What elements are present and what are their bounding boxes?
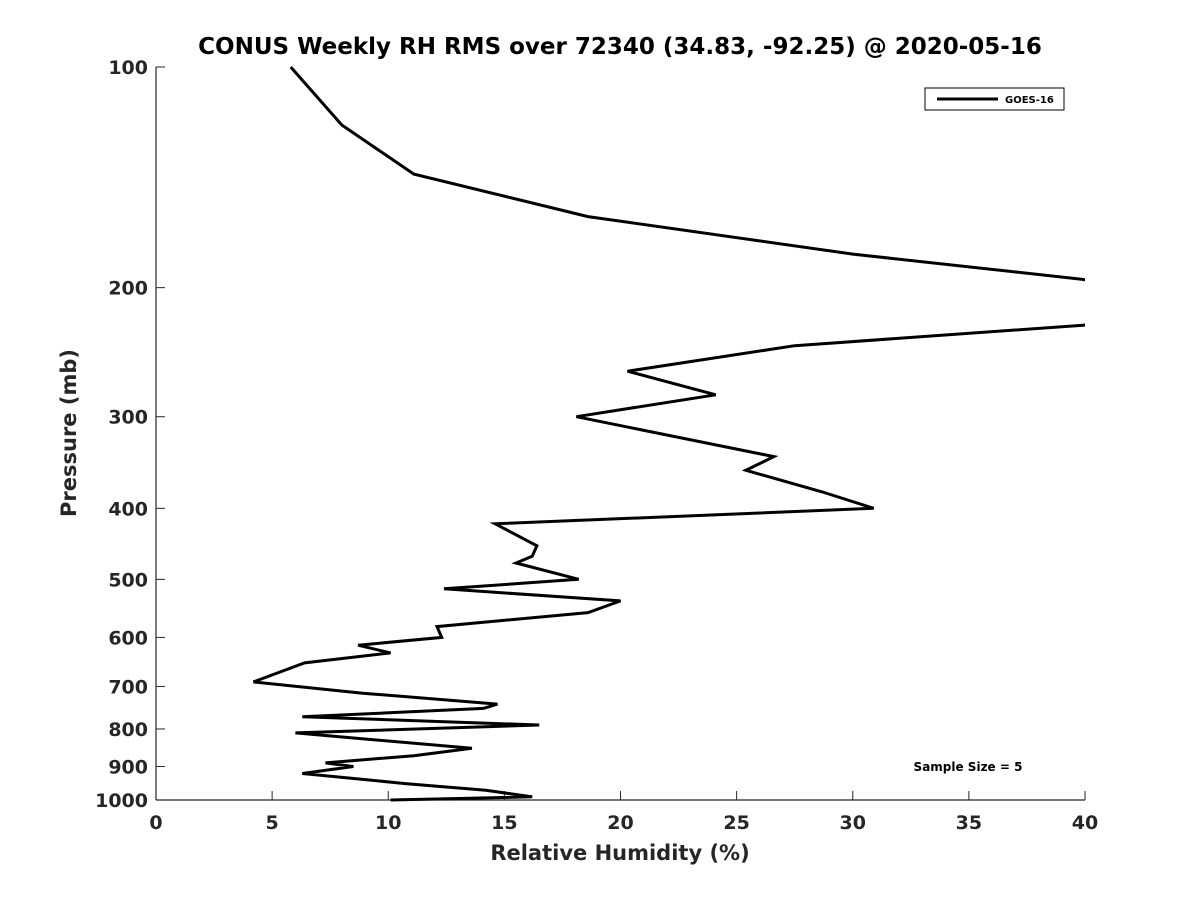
legend: GOES-16 xyxy=(924,87,1065,111)
x-tick-label: 35 xyxy=(956,812,982,834)
x-tick-label: 25 xyxy=(723,812,749,834)
y-tick-label: 900 xyxy=(108,756,148,778)
x-tick-label: 40 xyxy=(1072,812,1098,834)
y-tick-label: 100 xyxy=(108,57,148,79)
sample-size-annotation: Sample Size = 5 xyxy=(914,760,1023,774)
y-tick-label: 200 xyxy=(108,278,148,300)
y-tick-label: 1000 xyxy=(95,790,148,812)
x-tick-label: 20 xyxy=(607,812,633,834)
x-tick-label: 15 xyxy=(491,812,517,834)
y-tick-label: 400 xyxy=(108,498,148,520)
x-axis-label: Relative Humidity (%) xyxy=(490,841,749,865)
y-tick-label: 500 xyxy=(108,569,148,591)
x-tick-label: 0 xyxy=(149,812,162,834)
series-group xyxy=(252,66,1085,802)
y-ticks: 100 200 300 400 500 600 700 800 900 1000 xyxy=(95,57,165,812)
x-tick-label: 5 xyxy=(266,812,279,834)
x-tick-label: 10 xyxy=(375,812,401,834)
y-tick-label: 300 xyxy=(108,407,148,429)
y-tick-label: 600 xyxy=(108,627,148,649)
x-ticks: 0 5 10 15 20 25 30 35 40 xyxy=(149,791,1098,834)
x-tick-label: 30 xyxy=(840,812,866,834)
plot-area xyxy=(156,67,1085,800)
chart-title: CONUS Weekly RH RMS over 72340 (34.83, -… xyxy=(198,34,1042,60)
y-tick-label: 700 xyxy=(108,676,148,698)
series-line-goes-16 xyxy=(252,66,1085,802)
y-axis-label: Pressure (mb) xyxy=(57,349,81,517)
y-tick-label: 800 xyxy=(108,719,148,741)
legend-label-goes-16: GOES-16 xyxy=(1005,95,1054,106)
